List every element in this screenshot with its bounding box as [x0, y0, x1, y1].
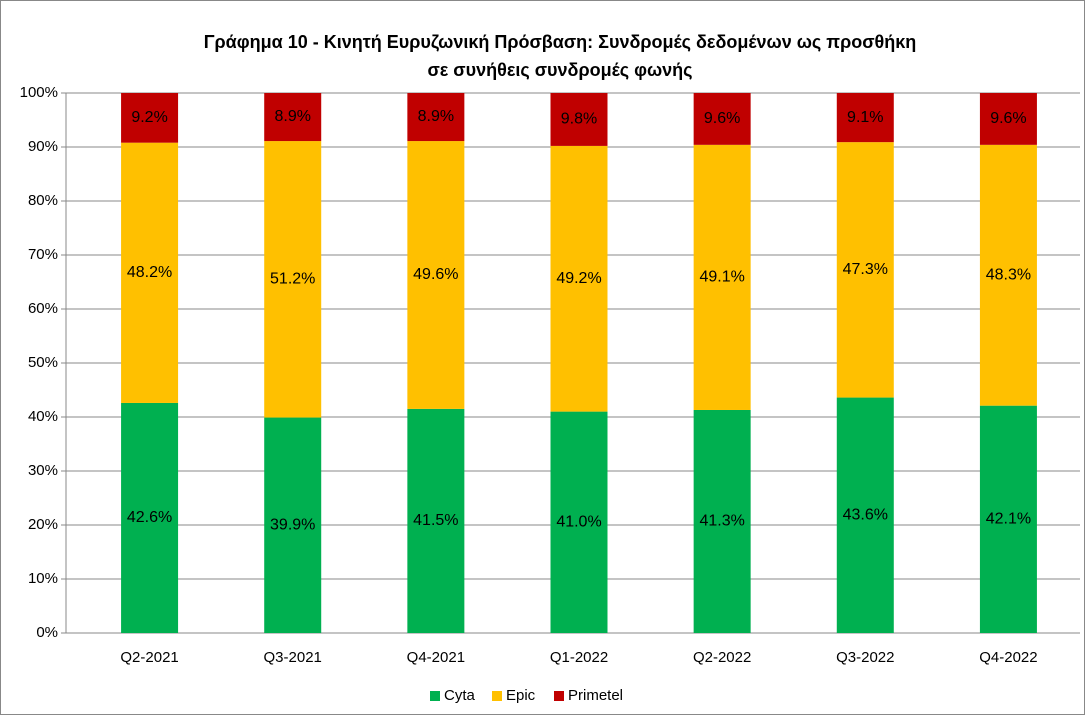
- chart-title: Γράφημα 10 - Κινητή Ευρυζωνική Πρόσβαση:…: [204, 32, 917, 53]
- x-tick-label: Q3-2022: [836, 649, 894, 666]
- bar-segment: [121, 93, 179, 143]
- legend-label: Primetel: [568, 687, 623, 704]
- bar-segment: [550, 93, 608, 146]
- y-tick-label: 40%: [28, 408, 58, 425]
- bar-segment: [550, 411, 608, 633]
- value-label: 41.3%: [699, 513, 744, 530]
- y-tick-label: 50%: [28, 354, 58, 371]
- legend-swatch: [554, 691, 564, 701]
- value-label: 9.2%: [131, 109, 167, 126]
- legend-swatch: [492, 691, 502, 701]
- x-tick-label: Q4-2022: [979, 649, 1037, 666]
- value-label: 41.0%: [556, 514, 601, 531]
- x-tick-label: Q2-2021: [120, 649, 178, 666]
- legend-label: Cyta: [444, 687, 476, 704]
- value-label: 9.8%: [561, 111, 597, 128]
- bar-segment: [407, 408, 465, 633]
- bar-segment: [121, 402, 179, 633]
- bar-segment: [550, 145, 608, 412]
- bar-segment: [407, 141, 465, 409]
- bar-segment: [979, 405, 1037, 633]
- y-tick-label: 20%: [28, 516, 58, 533]
- y-tick-label: 90%: [28, 138, 58, 155]
- y-tick-label: 10%: [28, 570, 58, 587]
- value-label: 48.2%: [127, 264, 172, 281]
- y-tick-label: 60%: [28, 300, 58, 317]
- value-label: 8.9%: [418, 108, 454, 125]
- x-tick-label: Q3-2021: [264, 649, 322, 666]
- value-label: 42.6%: [127, 509, 172, 526]
- bar-segment: [693, 93, 751, 145]
- value-label: 49.1%: [699, 269, 744, 286]
- bar-segment: [836, 142, 894, 398]
- y-tick-label: 100%: [20, 84, 58, 101]
- bar-segment: [836, 93, 894, 143]
- legend-label: Epic: [506, 687, 536, 704]
- y-tick-label: 70%: [28, 246, 58, 263]
- value-label: 49.6%: [413, 266, 458, 283]
- bar-segment: [407, 93, 465, 142]
- bar-segment: [979, 93, 1037, 145]
- value-label: 9.6%: [990, 110, 1026, 127]
- bar-segment: [121, 142, 179, 403]
- value-label: 51.2%: [270, 271, 315, 288]
- bar-segment: [264, 417, 322, 633]
- value-label: 9.6%: [704, 110, 740, 127]
- value-label: 41.5%: [413, 512, 458, 529]
- value-label: 49.2%: [556, 270, 601, 287]
- y-tick-label: 0%: [36, 624, 58, 641]
- value-label: 8.9%: [274, 108, 310, 125]
- chart-title: σε συνήθεις συνδρομές φωνής: [427, 60, 692, 80]
- value-label: 42.1%: [986, 511, 1031, 528]
- legend-swatch: [430, 691, 440, 701]
- bar-segment: [693, 409, 751, 633]
- value-label: 9.1%: [847, 109, 883, 126]
- value-label: 48.3%: [986, 266, 1031, 283]
- value-label: 47.3%: [843, 261, 888, 278]
- bar-segment: [264, 93, 322, 142]
- y-tick-label: 30%: [28, 462, 58, 479]
- x-tick-label: Q2-2022: [693, 649, 751, 666]
- bar-segment: [979, 144, 1037, 406]
- bar-segment: [693, 144, 751, 410]
- bar-segment: [836, 397, 894, 633]
- value-label: 43.6%: [843, 506, 888, 523]
- bar-segment: [264, 141, 322, 418]
- x-tick-label: Q4-2021: [407, 649, 465, 666]
- x-tick-label: Q1-2022: [550, 649, 608, 666]
- value-label: 39.9%: [270, 516, 315, 533]
- y-tick-label: 80%: [28, 192, 58, 209]
